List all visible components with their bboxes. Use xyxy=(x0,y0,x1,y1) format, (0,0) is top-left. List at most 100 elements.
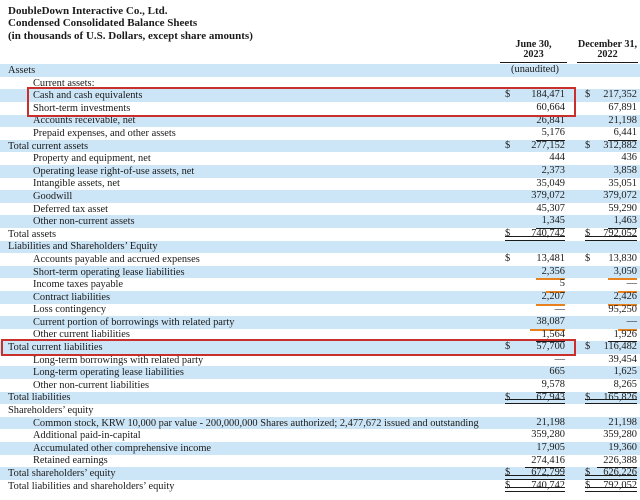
value-december-2022: 626,226 xyxy=(603,467,637,479)
value-june-2023: 45,307 xyxy=(536,202,565,214)
row-label: Assets xyxy=(8,65,36,77)
units-note: (in thousands of U.S. Dollars, except sh… xyxy=(8,29,253,42)
table-row: Long-term borrowings with related party … xyxy=(0,354,640,367)
table-row: Other non-current liabilities 9,578 8,26… xyxy=(0,379,640,393)
value-june-2023: 38,087 xyxy=(530,316,565,331)
value-cell-june-2023: $184,471 xyxy=(505,89,565,102)
row-label: Income taxes payable xyxy=(33,279,124,291)
value-cell-june-2023: 21,198 xyxy=(505,417,565,430)
value-december-2022: — xyxy=(618,278,637,293)
value-cell-december-2022: 39,454 xyxy=(585,354,637,367)
value-june-2023: 67,943 xyxy=(536,391,565,403)
dollar-sign: $ xyxy=(585,467,591,479)
table-row: Total current assets $277,152 $312,882 xyxy=(0,139,640,153)
value-cell-june-2023: 26,841 xyxy=(505,115,565,128)
value-december-2022: 792,052 xyxy=(603,479,637,491)
value-cell-june-2023: 17,905 xyxy=(505,442,565,455)
table-row: Shareholders’ equity xyxy=(0,404,640,417)
value-cell-december-2022: $13,830 xyxy=(585,253,637,266)
value-june-2023: 359,280 xyxy=(531,429,565,441)
value-december-2022: 217,352 xyxy=(603,89,637,101)
dollar-sign: $ xyxy=(585,341,591,353)
value-december-2022: — xyxy=(618,316,637,331)
value-june-2023: 379,072 xyxy=(531,190,565,202)
company-name: DoubleDown Interactive Co., Ltd. xyxy=(8,5,168,17)
value-cell-june-2023: 60,664 xyxy=(505,102,565,115)
value-cell-december-2022: 2,426 xyxy=(585,291,637,306)
value-cell-december-2022: 1,463 xyxy=(585,215,637,229)
value-june-2023: 740,742 xyxy=(531,227,565,239)
row-label: Cash and cash equivalents xyxy=(33,90,143,102)
table-row: Total current liabilities $57,700 $116,4… xyxy=(0,341,640,354)
table-row: Other current liabilities 1,564 1,926 xyxy=(0,329,640,343)
value-cell-december-2022: 19,360 xyxy=(585,442,637,455)
value-cell-december-2022: 3,050 xyxy=(585,266,637,281)
dollar-sign: $ xyxy=(505,227,511,239)
statement-title: Condensed Consolidated Balance Sheets xyxy=(8,17,198,30)
table-row: Total liabilities $67,943 $165,826 xyxy=(0,391,640,405)
value-june-2023: 60,664 xyxy=(536,102,565,113)
value-cell-june-2023: — xyxy=(505,354,565,367)
value-cell-december-2022 xyxy=(585,241,637,254)
dollar-sign: $ xyxy=(505,467,511,479)
value-june-2023: 277,152 xyxy=(531,139,565,151)
table-row: Short-term operating lease liabilities 2… xyxy=(0,265,640,281)
row-label: Other non-current assets xyxy=(33,216,135,228)
table-row: Additional paid-in-capital 359,280 359,2… xyxy=(0,429,640,442)
table-row: Other non-current assets 1,345 1,463 xyxy=(0,215,640,229)
row-label: Intangible assets, net xyxy=(33,178,120,190)
value-june-2023: 2,207 xyxy=(535,291,565,306)
dollar-sign: $ xyxy=(585,479,591,491)
row-label: Goodwill xyxy=(33,190,73,202)
value-december-2022: 226,388 xyxy=(597,455,637,469)
row-label: Common stock, KRW 10,000 par value - 200… xyxy=(33,417,479,429)
row-label: Property and equipment, net xyxy=(33,153,151,165)
value-cell-december-2022: 95,250 xyxy=(585,304,637,317)
value-cell-december-2022: 359,280 xyxy=(585,429,637,442)
row-label: Liabilities and Shareholders’ Equity xyxy=(8,241,158,253)
value-december-2022: 67,891 xyxy=(608,102,637,113)
value-cell-june-2023: 38,087 xyxy=(505,316,565,331)
table-row: Accounts payable and accrued expenses $1… xyxy=(0,253,640,266)
row-label: Accounts payable and accrued expenses xyxy=(33,253,200,265)
row-label: Total shareholders’ equity xyxy=(8,468,116,480)
value-cell-june-2023: 1,345 xyxy=(505,215,565,229)
value-cell-december-2022: — xyxy=(585,278,637,293)
value-june-2023: — xyxy=(554,353,565,365)
dollar-sign: $ xyxy=(505,391,511,403)
value-cell-june-2023: $13,481 xyxy=(505,253,565,266)
table-row: Goodwill 379,072 379,072 xyxy=(0,190,640,203)
value-december-2022: 165,826 xyxy=(603,391,637,403)
value-june-2023: 2,373 xyxy=(541,164,565,176)
value-cell-june-2023: 379,072 xyxy=(505,190,565,203)
dollar-sign: $ xyxy=(505,139,511,151)
value-june-2023: — xyxy=(554,303,565,315)
value-cell-june-2023: 35,049 xyxy=(505,178,565,191)
value-december-2022: 35,051 xyxy=(608,177,637,189)
column-header-december-2022: December 31, 2022 xyxy=(577,40,638,64)
table-row: Common stock, KRW 10,000 par value - 200… xyxy=(0,416,640,430)
table-row: Total assets $740,742 $792,052 xyxy=(0,228,640,241)
value-cell-december-2022: $116,482 xyxy=(585,341,637,354)
value-june-2023: 444 xyxy=(549,152,565,164)
value-cell-december-2022 xyxy=(585,77,637,90)
balance-sheet-table: Assets (unaudited) Current assets: Cash … xyxy=(0,64,640,493)
value-cell-december-2022: 379,072 xyxy=(585,190,637,203)
row-label: Total liabilities xyxy=(8,392,71,404)
value-december-2022: 59,290 xyxy=(608,202,637,214)
row-label: Current portion of borrowings with relat… xyxy=(33,316,235,328)
value-cell-june-2023: 9,578 xyxy=(505,379,565,393)
row-label: Current assets: xyxy=(33,77,95,89)
dollar-sign: $ xyxy=(585,253,591,265)
table-row: Liabilities and Shareholders’ Equity xyxy=(0,240,640,254)
table-row: Assets (unaudited) xyxy=(0,64,640,77)
value-december-2022: 21,198 xyxy=(608,416,637,428)
value-december-2022: 19,360 xyxy=(608,442,637,454)
value-june-2023: 13,481 xyxy=(536,253,565,265)
column-headers: June 30, 2023 December 31, 2022 xyxy=(0,40,640,64)
column-header-date-line2: 2022 xyxy=(597,49,618,61)
row-label: Operating lease right-of-use assets, net xyxy=(33,165,195,177)
value-december-2022: 2,426 xyxy=(607,291,637,306)
value-cell-june-2023: 2,373 xyxy=(505,165,565,178)
value-december-2022: 792,052 xyxy=(603,227,637,239)
